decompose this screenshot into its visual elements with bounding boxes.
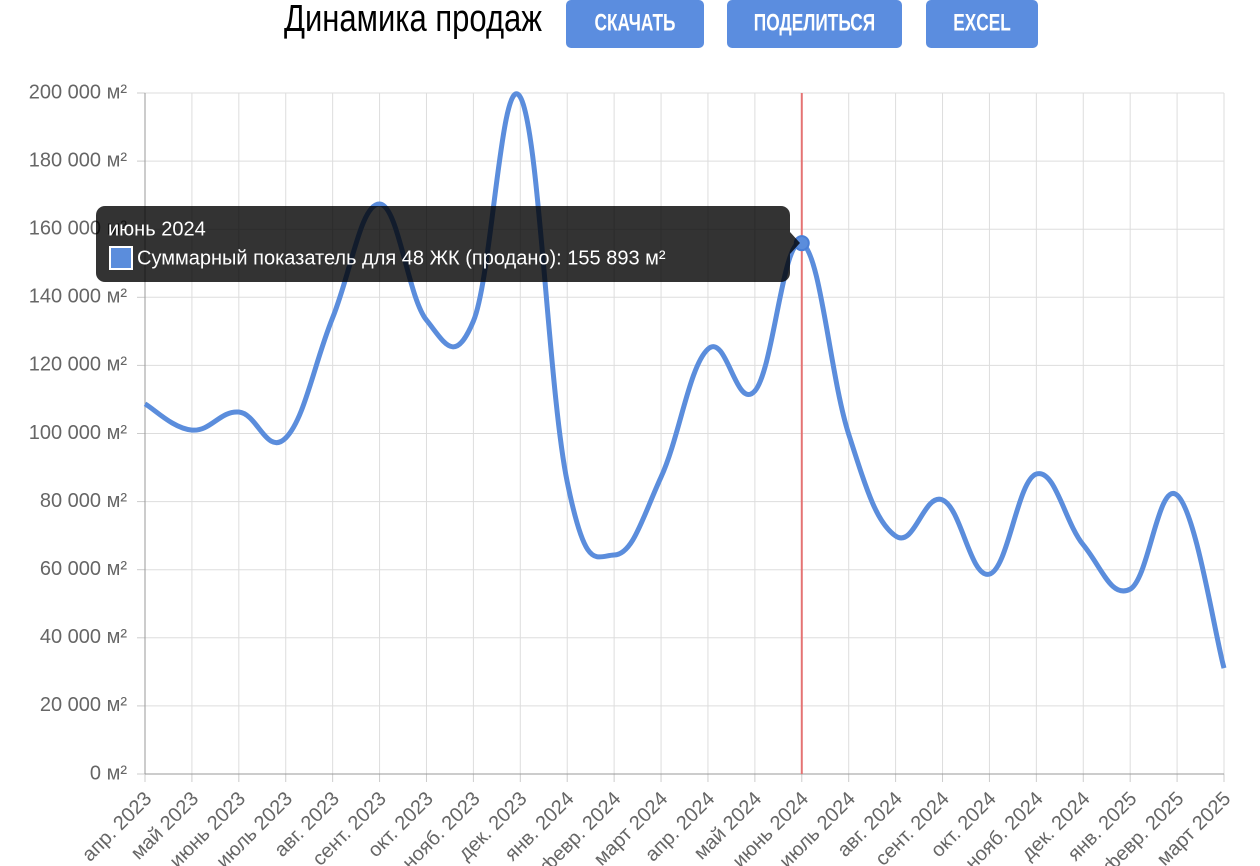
y-tick-label: 120 000 м² — [29, 354, 128, 376]
series-line — [143, 91, 1227, 669]
button[interactable]: СКАЧАТЬ — [566, 0, 704, 48]
tooltip-caret — [790, 232, 800, 254]
button-label[interactable]: EXCEL — [953, 10, 1011, 36]
y-tick-label: 180 000 м² — [29, 149, 128, 171]
tooltip-text: Суммарный показатель для 48 ЖК (продано)… — [137, 247, 666, 269]
y-tick-label: 20 000 м² — [40, 694, 127, 716]
y-tick-label: 200 000 м² — [29, 81, 128, 103]
tooltip-swatch — [109, 246, 133, 270]
button-label[interactable]: СКАЧАТЬ — [595, 10, 676, 36]
y-tick-label: 80 000 м² — [40, 490, 127, 512]
y-tick-label: 140 000 м² — [29, 286, 128, 308]
button-bg[interactable] — [566, 0, 704, 48]
tooltip-title: июнь 2024 — [108, 218, 206, 240]
button[interactable]: EXCEL — [926, 0, 1038, 48]
tooltip: июнь 2024 Суммарный показатель для 48 ЖК … — [96, 206, 800, 282]
button-bg[interactable] — [727, 0, 902, 48]
y-tick-label: 100 000 м² — [29, 422, 128, 444]
button[interactable]: ПОДЕЛИТЬСЯ — [727, 0, 902, 48]
button-label[interactable]: ПОДЕЛИТЬСЯ — [754, 10, 875, 36]
y-tick-label: 60 000 м² — [40, 558, 127, 580]
y-tick-label: 0 м² — [90, 762, 127, 784]
button-bg[interactable] — [926, 0, 1038, 48]
page-title: Динамика продаж — [284, 0, 542, 40]
y-tick-label: 40 000 м² — [40, 626, 127, 648]
tooltip-bg — [96, 206, 790, 282]
